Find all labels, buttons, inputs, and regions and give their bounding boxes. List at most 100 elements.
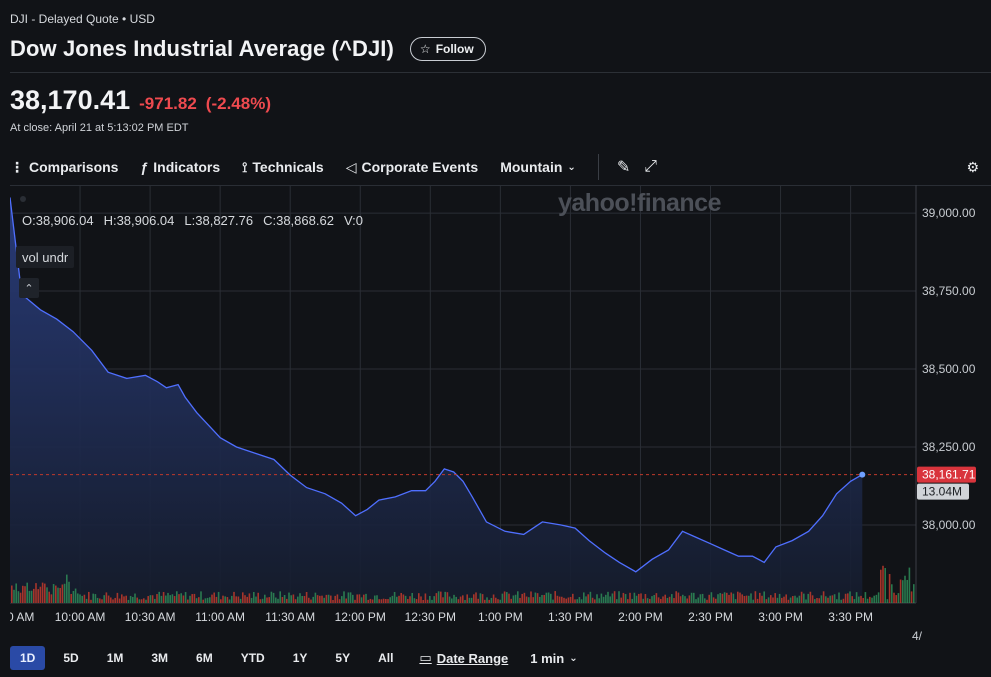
range-ytd-button[interactable]: YTD [240, 651, 265, 665]
volume-bar [114, 597, 116, 603]
volume-bar [631, 598, 633, 603]
title-row: Dow Jones Industrial Average (^DJI) ☆ Fo… [10, 36, 486, 62]
volume-bar [811, 595, 814, 603]
comparisons-button[interactable]: ⋮ Comparisons [10, 159, 118, 176]
x-tick-label: 11:30 AM [265, 610, 315, 624]
price-chart[interactable]: 39,000.00 38,750.00 38,500.00 38,250.00 38,0… [10, 185, 991, 640]
volume-bar [462, 595, 464, 603]
volume-bar [838, 592, 840, 603]
volume-bar [404, 595, 407, 603]
technicals-button[interactable]: ⟟ Technicals [242, 159, 324, 176]
volume-bar [330, 595, 332, 603]
last-price-badge [917, 466, 976, 483]
range-1d-button[interactable]: 1D [10, 646, 46, 670]
volume-bar [171, 594, 174, 603]
volume-bar [396, 596, 398, 603]
follow-label: Follow [435, 42, 474, 56]
volume-bar [220, 599, 222, 603]
volume-bar [41, 582, 44, 603]
volume-bar [466, 594, 468, 603]
volume-bar [913, 584, 915, 603]
volume-bar [248, 593, 251, 603]
volume-bar [11, 585, 13, 603]
volume-bar [374, 595, 376, 603]
volume-bar [398, 595, 400, 603]
interval-dropdown[interactable]: 1 min ⌄ [530, 651, 577, 666]
volume-bar [492, 594, 495, 603]
volume-bar [589, 591, 592, 603]
volume-bar [640, 593, 642, 603]
volume-bar [888, 574, 891, 603]
volume-bar [360, 597, 363, 603]
follow-button[interactable]: ☆ Follow [409, 37, 486, 61]
volume-bar [468, 597, 471, 603]
volume-bar [314, 592, 317, 603]
range-bar: 1D 5D 1M 3M 6M YTD 1Y 5Y All ▭ Date Rang… [10, 646, 578, 670]
volume-bar [891, 584, 893, 603]
range-6m-button[interactable]: 6M [196, 651, 213, 665]
volume-bar [730, 592, 732, 603]
volume-underlay-chip[interactable]: vol undr [16, 246, 75, 268]
chart-canvas: 39,000.00 38,750.00 38,500.00 38,250.00 38,0… [10, 185, 991, 640]
yahoo-finance-watermark: yahoo!finance [558, 189, 721, 217]
volume-bar [569, 596, 572, 603]
date-range-label: Date Range [436, 650, 509, 666]
volume-bar [138, 599, 141, 603]
indicators-button[interactable]: ƒ Indicators [140, 159, 220, 175]
range-all-button[interactable]: All [378, 651, 394, 665]
volume-bar [873, 595, 875, 603]
volume-bar [816, 597, 818, 603]
volume-bar [536, 593, 539, 603]
range-5d-button[interactable]: 5D [63, 651, 79, 665]
volume-bar [101, 599, 103, 603]
volume-bar [127, 599, 130, 603]
volume-bar [820, 595, 823, 603]
volume-bar [160, 595, 163, 603]
volume-bar [105, 592, 108, 603]
megaphone-icon: ◁ [345, 158, 357, 175]
corporate-events-button[interactable]: ◁ Corporate Events [346, 159, 478, 176]
volume-bar [836, 599, 838, 603]
volume-bar [893, 592, 895, 603]
date-range-button[interactable]: ▭ Date Range [419, 650, 508, 666]
volume-bar [585, 596, 587, 603]
volume-bar [83, 594, 86, 603]
volume-bar [501, 593, 504, 603]
range-3m-button[interactable]: 3M [151, 651, 169, 665]
volume-bar [906, 579, 908, 603]
volume-bar [580, 599, 583, 603]
expand-icon[interactable]: ⤢ [644, 158, 658, 175]
volume-bar [902, 580, 904, 603]
draw-pencil-icon[interactable]: ✎ [616, 159, 631, 176]
ohlc-low: L:38,827.76 [184, 213, 254, 228]
volume-bar [352, 594, 354, 603]
volume-bar [385, 598, 387, 603]
volume-bar [74, 588, 77, 603]
chart-type-dropdown[interactable]: Mountain ⌄ [500, 159, 576, 175]
range-1m-button[interactable]: 1M [106, 651, 124, 665]
volume-bar [741, 594, 743, 603]
volume-bar [297, 596, 299, 603]
last-price-badge-label: 38,161.71 [922, 468, 976, 482]
range-5y-button[interactable]: 5Y [335, 651, 351, 665]
volume-bar [303, 596, 306, 603]
volume-bar [704, 598, 706, 603]
volume-bar [110, 597, 112, 603]
volume-bar [767, 597, 770, 603]
volume-bar [237, 596, 240, 603]
volume-bar [382, 598, 385, 603]
volume-bar [402, 594, 405, 603]
collapse-up-icon[interactable]: ⌃ [19, 278, 39, 298]
volume-bar [642, 598, 644, 603]
star-icon: ☆ [419, 42, 431, 56]
volume-bar [583, 592, 585, 603]
volume-bar [55, 585, 57, 603]
volume-bar [290, 595, 292, 603]
range-1y-button[interactable]: 1Y [292, 651, 308, 665]
volume-bar [33, 588, 35, 603]
volume-bar [17, 591, 20, 603]
volume-bar [622, 592, 625, 603]
volume-bar [341, 596, 343, 603]
x-tick-label: 2:00 PM [618, 610, 663, 624]
gear-icon[interactable]: ⚙ [966, 158, 979, 175]
